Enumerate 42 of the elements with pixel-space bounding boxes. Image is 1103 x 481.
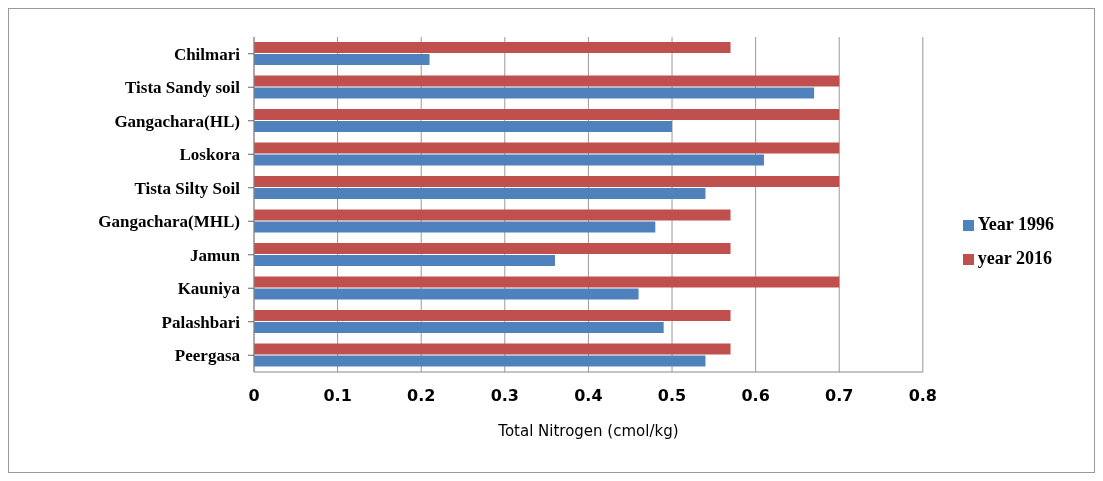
bar [254, 243, 731, 254]
x-tick-label: 0.3 [490, 386, 519, 406]
x-tick-label: 0.6 [741, 386, 770, 406]
x-tick-label: 0.2 [407, 386, 436, 406]
bar [254, 322, 664, 333]
x-tick-label: 0.4 [574, 386, 603, 406]
y-tick-label: Palashbari [161, 312, 241, 332]
bar [254, 343, 731, 355]
bar [254, 221, 656, 233]
legend-label: Year 1996 [977, 213, 1054, 234]
y-tick-label: Jamun [189, 245, 241, 265]
legend-label: year 2016 [977, 247, 1052, 268]
bar [254, 355, 706, 367]
bar [254, 288, 639, 300]
bar [254, 209, 731, 221]
y-tick-label: Gangachara(MHL) [98, 212, 240, 232]
bar [254, 54, 430, 65]
y-tick-label: Kauniya [177, 279, 241, 299]
y-tick-label: Tista Silty Soil [134, 178, 241, 198]
x-tick-label: 0 [248, 386, 260, 406]
bar [254, 75, 840, 87]
bar [254, 142, 840, 154]
y-tick-label: Gangachara(HL) [114, 111, 240, 131]
y-tick-label: Loskora [179, 145, 241, 165]
y-tick-label: Chilmari [173, 44, 241, 64]
bar [254, 310, 731, 321]
bar [254, 176, 840, 187]
x-tick-label: 0.1 [323, 386, 352, 406]
y-tick-label: Tista Sandy soil [125, 78, 241, 98]
bar [254, 42, 731, 53]
bar [254, 109, 840, 120]
bar [254, 188, 706, 199]
x-axis-title: Total Nitrogen (cmol/kg) [497, 422, 679, 440]
y-tick-label: Peergasa [174, 346, 241, 366]
bar [254, 87, 815, 99]
bar [254, 121, 673, 132]
x-tick-label: 0.7 [825, 386, 854, 406]
bar [254, 255, 555, 266]
x-tick-label: 0.8 [908, 386, 937, 406]
bar [254, 276, 840, 288]
bar [254, 154, 764, 166]
x-tick-label: 0.5 [657, 386, 687, 406]
